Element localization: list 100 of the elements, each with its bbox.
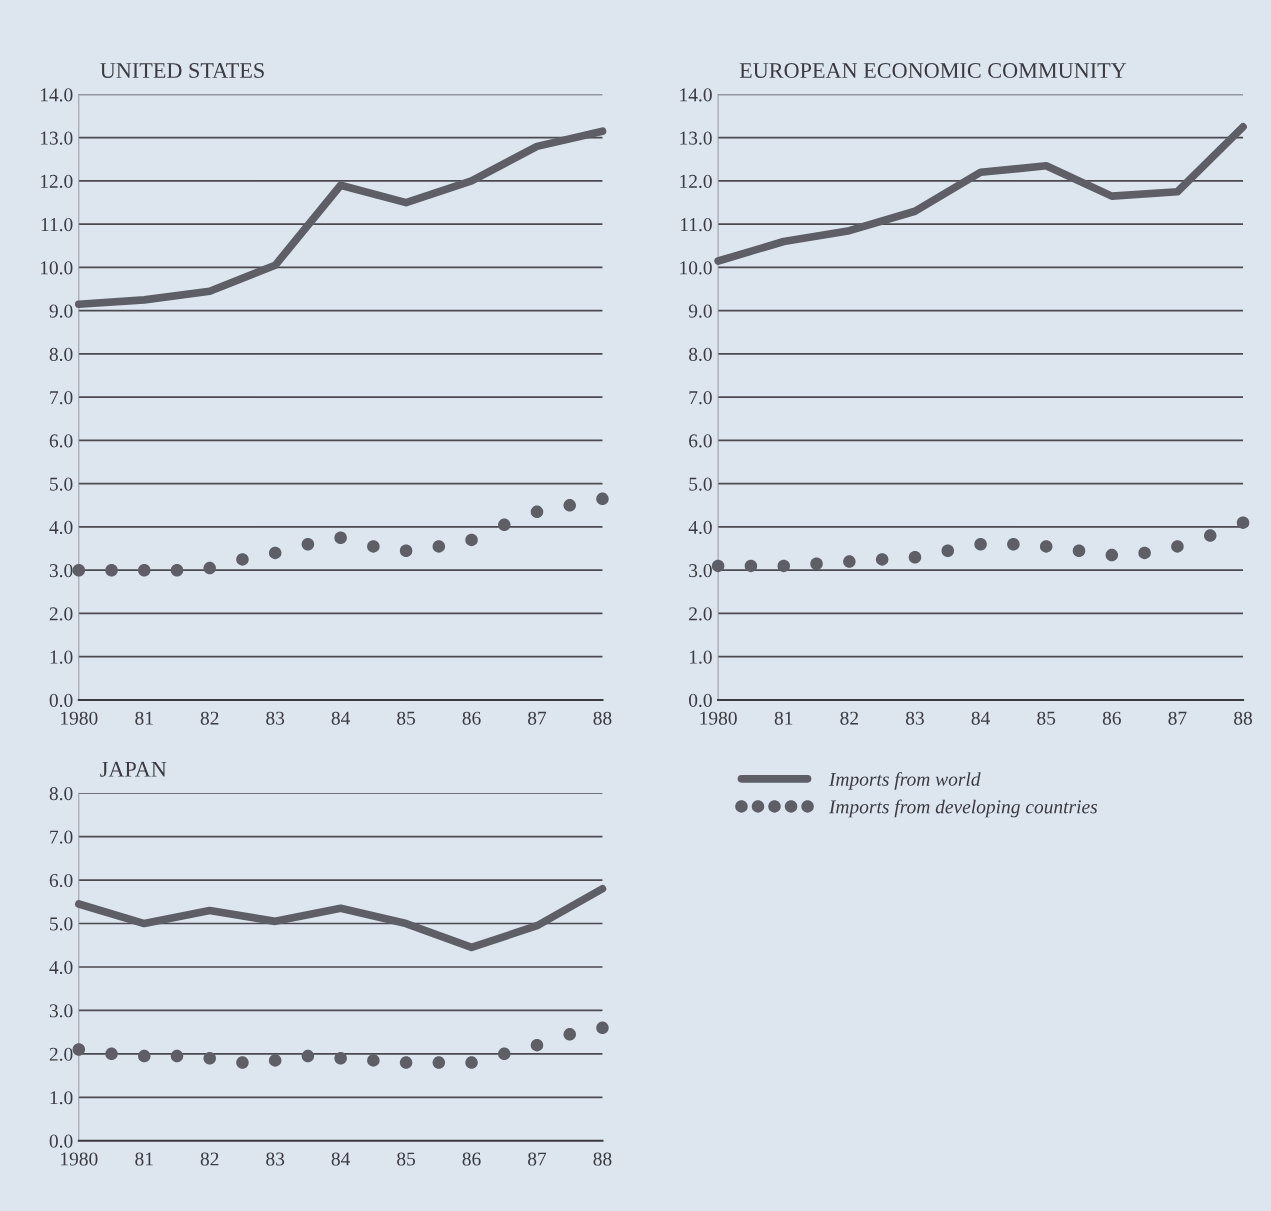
point [810,557,823,570]
point [334,531,347,545]
x-tick-label: 88 [1234,711,1253,725]
point [1072,544,1086,557]
y-tick-label: 4.0 [49,520,73,534]
y-tick-label: 10.0 [680,261,712,275]
x-tick-label: 81 [135,1152,153,1166]
x-tick-label: 83 [266,711,285,725]
y-tick-label: 0.0 [49,1134,73,1148]
y-tick-label: 6.0 [49,434,73,448]
point [334,1051,347,1065]
y-tick-label: 4.0 [688,520,712,534]
point [596,1021,609,1035]
x-tick-label: 1980 [61,1152,98,1166]
y-tick-label: 8.0 [49,787,73,801]
point [236,553,249,566]
y-tick-label: 14.0 [40,88,73,102]
y-tick-label: 12.0 [40,174,73,188]
y-tick-label: 2.0 [49,607,73,621]
y-tick-label: 3.0 [49,1004,73,1018]
y-tick-label: 1.0 [50,1091,73,1105]
point [138,1049,151,1063]
y-tick-label: 5.0 [689,477,712,491]
y-tick-label: 1.0 [689,650,712,664]
point [432,1056,446,1069]
point [367,1054,380,1067]
point [105,1047,118,1061]
y-tick-label: 8.0 [49,347,73,361]
point [203,1051,216,1065]
x-tick-label: 84 [331,711,351,725]
chart-title: EUROPEAN ECONOMIC COMMUNITY [739,63,1127,79]
point [974,538,987,551]
point [138,563,151,577]
point [301,538,315,551]
point [530,505,544,519]
point [170,563,184,577]
x-tick-label: 82 [200,711,219,725]
x-tick-label: 81 [774,711,793,725]
point [236,1056,249,1069]
y-tick-label: 5.0 [50,477,73,491]
y-tick-label: 10.0 [40,261,73,275]
x-tick-label: 88 [593,711,612,725]
y-tick-label: 12.0 [680,174,712,188]
y-tick-label: 8.0 [689,347,712,361]
x-tick-label: 86 [462,1152,481,1166]
point [711,559,725,573]
x-tick-label: 86 [1102,711,1121,725]
x-tick-label: 87 [1168,711,1187,725]
point [268,546,282,560]
y-tick-label: 5.0 [50,917,73,931]
point [1236,516,1250,529]
point [1203,529,1217,542]
point [1171,540,1184,553]
point [563,499,576,512]
point [432,540,446,553]
x-tick-label: 81 [135,711,153,725]
x-tick-label: 87 [528,711,547,725]
y-tick-label: 1.0 [50,650,73,664]
x-tick-label: 87 [528,1152,547,1166]
y-tick-label: 13.0 [680,131,712,145]
y-tick-label: 2.0 [49,1047,73,1061]
point [72,1043,86,1056]
x-tick-label: 83 [266,1152,285,1166]
point [530,1038,544,1052]
x-tick-label: 1980 [61,711,98,725]
legend-label: Imports from world [828,771,981,790]
point [1007,538,1020,551]
y-tick-label: 0.0 [689,693,712,707]
y-tick-label: 9.0 [49,304,73,318]
x-tick-label: 86 [462,711,481,725]
point [465,533,478,547]
y-tick-label: 9.0 [688,304,712,318]
point [596,492,609,506]
y-tick-label: 6.0 [49,873,73,888]
chart-title: UNITED STATES [100,63,264,79]
chart-title: JAPAN [100,761,167,777]
x-tick-label: 84 [971,711,990,725]
x-tick-label: 82 [840,711,858,725]
y-tick-label: 7.0 [689,391,712,405]
point [170,1049,184,1063]
point [399,1056,413,1069]
point [744,559,758,573]
point [498,1047,511,1061]
y-tick-label: 3.0 [689,564,712,578]
y-tick-label: 3.0 [49,564,73,578]
legend-label: Imports from developing countries [828,799,1098,818]
point [563,1028,576,1041]
x-tick-label: 1980 [700,711,737,725]
point [301,1049,315,1063]
point [941,544,955,557]
x-tick-label: 85 [397,1152,416,1166]
point [777,559,790,573]
y-tick-label: 11.0 [41,218,73,232]
point [72,563,86,577]
y-tick-label: 13.0 [40,131,73,145]
point [203,561,216,575]
y-tick-label: 2.0 [689,607,712,621]
y-tick-label: 6.0 [689,434,712,448]
y-tick-label: 7.0 [50,830,73,844]
point [1039,540,1053,553]
